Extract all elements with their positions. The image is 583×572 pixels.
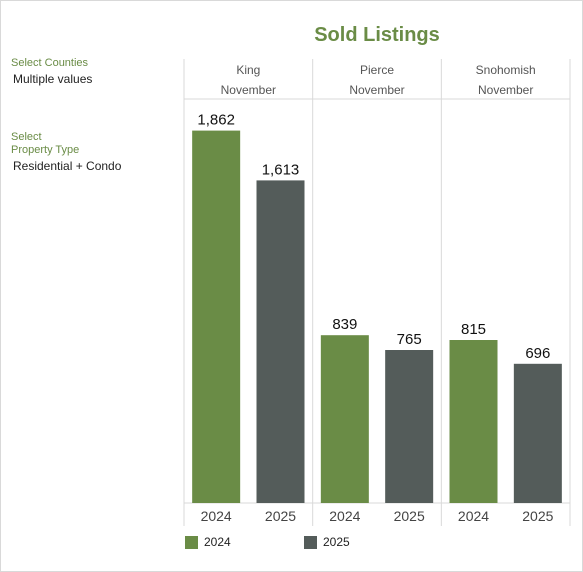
x-tick-label: 2025 bbox=[522, 508, 553, 524]
counties-filter-value[interactable]: Multiple values bbox=[13, 72, 93, 86]
data-label: 1,862 bbox=[197, 112, 235, 129]
property-type-filter-label-line-1: Select bbox=[11, 131, 42, 143]
legend-swatch-2024 bbox=[185, 535, 198, 549]
bar-pierce-2025 bbox=[385, 350, 434, 503]
bar-snohomish-2025 bbox=[513, 363, 562, 503]
panel-month-label: November bbox=[221, 83, 276, 97]
counties-filter-label: Select Counties bbox=[11, 57, 88, 70]
property-type-filter-value[interactable]: Residential + Condo bbox=[13, 159, 122, 173]
x-tick-label: 2025 bbox=[265, 508, 296, 524]
legend-swatch-2025 bbox=[304, 535, 317, 549]
chart-title: Sold Listings bbox=[314, 24, 440, 46]
panel-county-label: Pierce bbox=[360, 63, 394, 77]
property-type-filter-label-line-2: Property Type bbox=[11, 144, 80, 156]
bar-snohomish-2024 bbox=[449, 340, 498, 503]
data-label: 1,613 bbox=[262, 161, 300, 178]
legend-label-2024: 2024 bbox=[204, 535, 231, 549]
legend-item-2024: 2024 bbox=[185, 535, 231, 549]
property-type-filter-label: Select Property Type bbox=[11, 131, 79, 157]
data-label: 696 bbox=[525, 345, 550, 362]
bar-king-2024 bbox=[192, 130, 241, 503]
x-tick-label: 2024 bbox=[201, 508, 232, 524]
data-label: 765 bbox=[397, 331, 422, 348]
counties-filter-label-line: Select Counties bbox=[11, 57, 89, 69]
bar-pierce-2024 bbox=[320, 335, 369, 503]
x-tick-label: 2025 bbox=[394, 508, 425, 524]
data-label: 839 bbox=[332, 316, 357, 333]
x-tick-label: 2024 bbox=[329, 508, 360, 524]
data-label: 815 bbox=[461, 321, 486, 338]
panel-month-label: November bbox=[349, 83, 404, 97]
panel-month-label: November bbox=[478, 83, 533, 97]
x-tick-label: 2024 bbox=[458, 508, 489, 524]
panel-county-label: Snohomish bbox=[476, 63, 536, 77]
legend-label-2025: 2025 bbox=[323, 535, 350, 549]
panel-county-label: King bbox=[236, 63, 260, 77]
legend-item-2025: 2025 bbox=[304, 535, 350, 549]
bar-king-2025 bbox=[256, 180, 305, 503]
